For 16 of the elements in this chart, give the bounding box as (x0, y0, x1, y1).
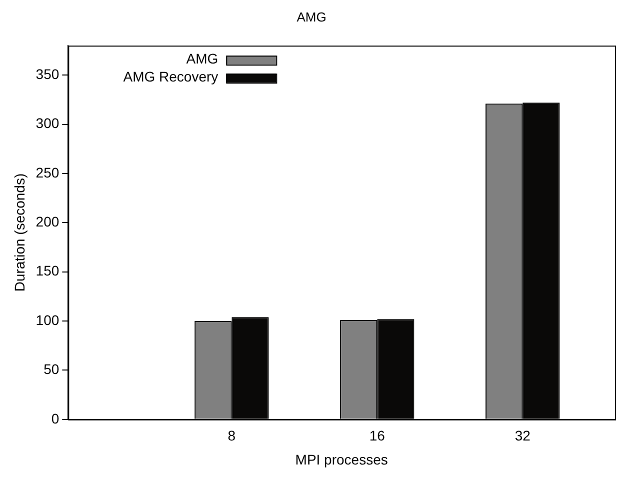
y-axis-title: Duration (seconds) (11, 173, 28, 292)
y-tick-label: 150 (36, 262, 60, 279)
legend-label: AMG (186, 50, 218, 66)
x-tick-label: 8 (228, 428, 236, 444)
legend-label: AMG Recovery (123, 68, 218, 84)
y-tick-label: 200 (36, 214, 60, 230)
y-tick-label: 50 (44, 361, 60, 378)
y-tick-label: 0 (51, 410, 60, 426)
y-tick-label: 250 (36, 164, 60, 180)
y-tick-label: 100 (36, 312, 60, 328)
y-tick-label: 300 (36, 115, 60, 132)
y-tick-label: 350 (36, 66, 60, 82)
chart-title: AMG (296, 9, 326, 24)
x-tick-label: 16 (369, 428, 386, 444)
x-tick-label: 32 (514, 428, 531, 444)
x-axis-title: MPI processes (295, 451, 388, 468)
